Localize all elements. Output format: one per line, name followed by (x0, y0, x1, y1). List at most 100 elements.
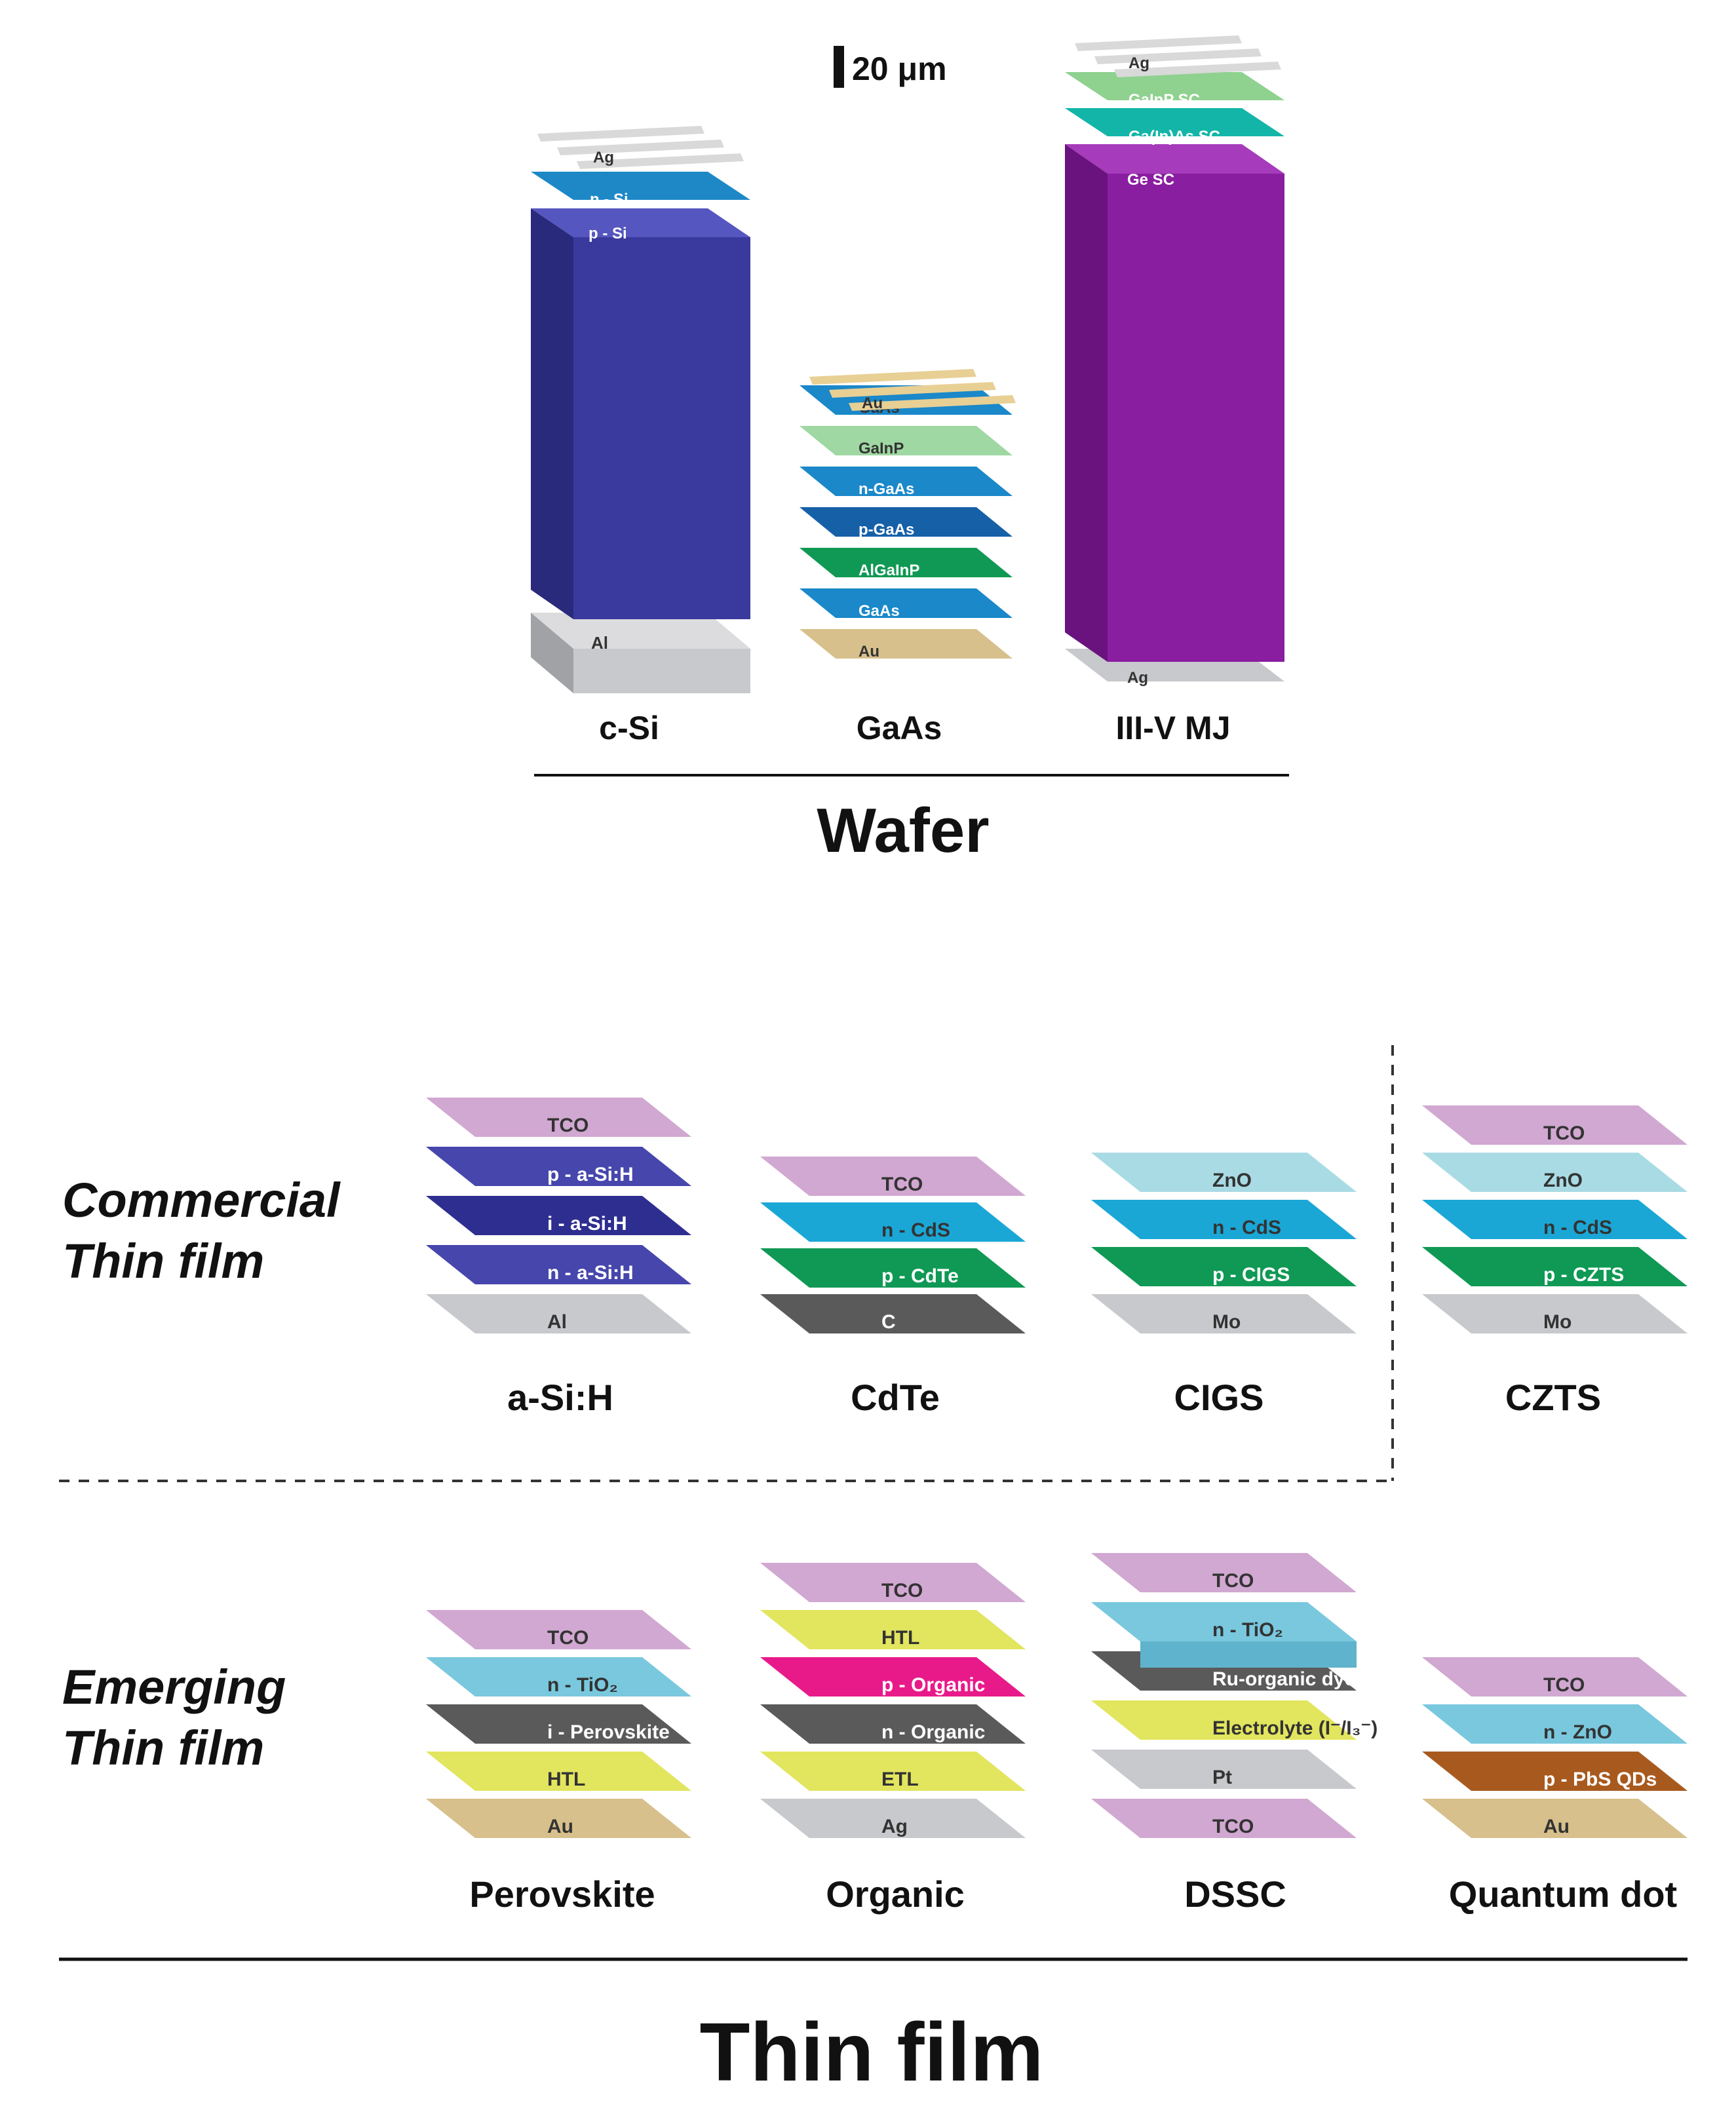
organic-layer-1-shape (760, 1752, 1026, 1791)
layer-gainas-sc (1065, 108, 1284, 136)
cigs-layer-0-shape (1091, 1294, 1357, 1333)
perovskite-layer-3-shape (426, 1657, 691, 1696)
dssc-layer-1: Pt (1091, 1750, 1357, 1789)
cigs-layer-2: n - CdS (1091, 1200, 1357, 1239)
perovskite-layer-3: n - TiO₂ (426, 1657, 691, 1696)
a-si-h-layer-2-shape (426, 1196, 691, 1235)
layer-p-si-front (573, 237, 750, 619)
layer-al-front (573, 649, 750, 693)
organic-layer-0-shape (760, 1799, 1026, 1838)
czts-layer-1-label: p - CZTS (1543, 1264, 1624, 1286)
cigs-layer-3-label: ZnO (1212, 1170, 1252, 1191)
organic-layer-5-shape (760, 1563, 1026, 1602)
gaas-layer-label-5: GaInP (858, 440, 904, 457)
stack-name-iii-v-mj: III-V MJ (1115, 710, 1230, 746)
layer-label-ag-top: Ag (1128, 54, 1149, 72)
a-si-h-layer-1-shape (426, 1245, 691, 1284)
gaas-layer-algainp-2 (800, 548, 1013, 577)
layer-label-gainp-sc: GaInP SC (1128, 91, 1200, 109)
quantum-dot-layer-1-shape (1422, 1752, 1688, 1791)
czts-layer-2: n - CdS (1422, 1200, 1688, 1239)
cdte-layer-2: n - CdS (760, 1202, 1026, 1242)
czts-layer-0-shape (1422, 1294, 1688, 1333)
dssc-layer-2-shape (1091, 1700, 1357, 1740)
stack-name-c-si: c-Si (599, 710, 659, 746)
cdte-layer-1-label: p - CdTe (881, 1265, 959, 1287)
stack-name-cdte: CdTe (851, 1377, 940, 1418)
cigs-layer-3: ZnO (1091, 1153, 1357, 1192)
czts-layer-4-shape (1422, 1105, 1688, 1145)
a-si-h-layer-4-shape (426, 1098, 691, 1137)
ag-finger-2 (557, 140, 724, 155)
gaas-layer-gaas-1 (800, 588, 1013, 618)
quantum-dot-layer-0: Au (1422, 1799, 1688, 1838)
czts-layer-1-shape (1422, 1247, 1688, 1286)
organic-layer-1-label: ETL (881, 1769, 919, 1790)
perovskite-layer-2-label: i - Perovskite (547, 1721, 670, 1743)
quantum-dot-layer-3-shape (1422, 1657, 1688, 1696)
organic-layer-5: TCO (760, 1563, 1026, 1602)
layer-p-si-side (531, 208, 573, 619)
layer-label-ag-base: Ag (1127, 669, 1148, 687)
a-si-h-layer-3-label: p - a-Si:H (547, 1164, 634, 1185)
a-si-h-layer-2-label: i - a-Si:H (547, 1213, 627, 1235)
czts-layer-2-label: n - CdS (1543, 1217, 1612, 1238)
cdte-layer-1: p - CdTe (760, 1248, 1026, 1288)
perovskite-layer-0-shape (426, 1799, 691, 1838)
dssc-layer-5-label: TCO (1212, 1570, 1254, 1592)
a-si-h-layer-1-label: n - a-Si:H (547, 1262, 634, 1284)
a-si-h-layer-1: n - a-Si:H (426, 1245, 691, 1284)
dssc-layer-5: TCO (1091, 1553, 1357, 1592)
ag-finger-mj-2 (1094, 48, 1262, 64)
au-finger-2 (829, 382, 996, 398)
cdte-layer-1-shape (760, 1248, 1026, 1288)
cdte-layer-0-label: C (881, 1311, 896, 1333)
cigs-layer-0: Mo (1091, 1294, 1357, 1333)
gaas-layer-label-3: p-GaAs (858, 521, 914, 539)
czts-layer-2-shape (1422, 1200, 1688, 1239)
stack-name-gaas: GaAs (857, 710, 942, 746)
emerging-heading-line2: Thin film (62, 1721, 264, 1775)
stack-name-dssc: DSSC (1184, 1873, 1286, 1915)
gaas-layer-label-1: GaAs (858, 602, 900, 620)
layer-label-n-si: n - Si (590, 191, 628, 208)
dssc-layer-4: n - TiO₂ (1091, 1602, 1357, 1641)
cigs-layer-1: p - CIGS (1091, 1247, 1357, 1286)
thin-film-section: Commercial Thin film Emerging Thin film … (59, 1045, 1688, 2098)
cdte-layer-3-shape (760, 1157, 1026, 1196)
ag-finger-1 (537, 126, 704, 142)
dssc-layer-0-label: TCO (1212, 1816, 1254, 1837)
organic-layer-3-shape (760, 1657, 1026, 1696)
organic-layer-0-label: Ag (881, 1816, 908, 1837)
a-si-h-layer-4-label: TCO (547, 1115, 588, 1136)
cigs-layer-3-shape (1091, 1153, 1357, 1192)
a-si-h-layer-2: i - a-Si:H (426, 1196, 691, 1235)
perovskite-layer-2: i - Perovskite (426, 1704, 691, 1744)
wafer-stack-c-si: Al p - Si n - Si Ag (531, 126, 750, 693)
a-si-h-layer-0: Al (426, 1294, 691, 1333)
quantum-dot-layer-2: n - ZnO (1422, 1704, 1688, 1744)
perovskite-layer-0-label: Au (547, 1816, 573, 1837)
dssc-layer-0: TCO (1091, 1799, 1357, 1838)
stack-name-a-si-h: a-Si:H (507, 1377, 613, 1418)
wafer-section: Al p - Si n - Si Ag AuGaAsAlGaInPp-GaAsn… (531, 35, 1289, 866)
cdte-layer-2-shape (760, 1202, 1026, 1242)
a-si-h-layer-0-label: Al (547, 1311, 567, 1333)
quantum-dot-layer-0-label: Au (1543, 1816, 1570, 1837)
czts-layer-3-shape (1422, 1153, 1688, 1192)
scale-bar-label: 20 μm (852, 50, 947, 87)
gaas-layer-label-top-au: Au (862, 394, 883, 412)
organic-layer-5-label: TCO (881, 1580, 923, 1601)
ag-finger-mj-1 (1075, 35, 1242, 51)
dssc-layer-2: Electrolyte (I⁻/I₃⁻) (1091, 1700, 1378, 1740)
gaas-layer-gainp-5 (800, 426, 1013, 455)
layer-label-ag: Ag (593, 149, 614, 166)
au-finger-3 (849, 395, 1016, 411)
layer-p-si-top (531, 208, 750, 237)
gaas-layer-label-4: n-GaAs (858, 480, 914, 498)
layer-label-p-si: p - Si (588, 225, 627, 242)
organic-layer-3: p - Organic (760, 1657, 1026, 1696)
organic-layer-2-label: n - Organic (881, 1721, 985, 1743)
dssc-layer-2-label: Electrolyte (I⁻/I₃⁻) (1212, 1717, 1378, 1739)
